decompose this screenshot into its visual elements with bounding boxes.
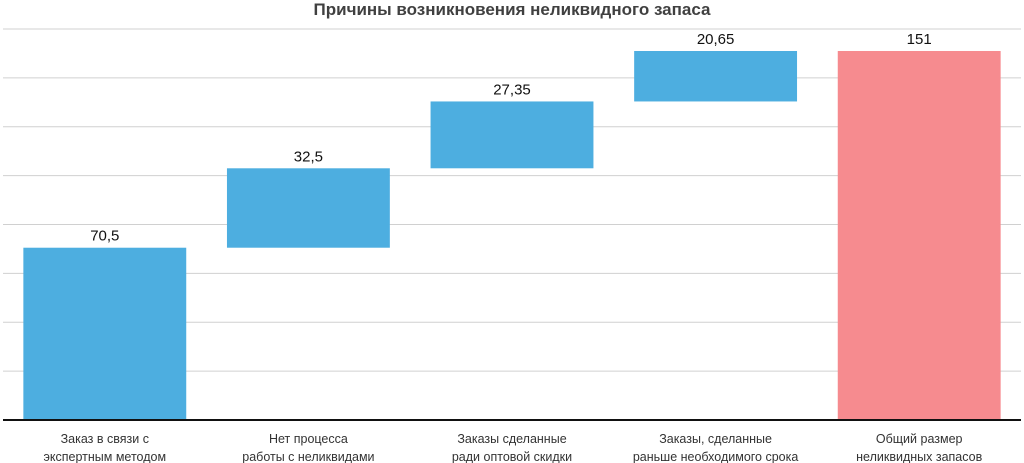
bar-increase [23,247,187,420]
category-label: Заказы, сделанные [659,432,772,446]
bar-total [837,50,1001,421]
bars [23,50,1001,421]
data-label: 151 [907,31,932,48]
category-label: работы с неликвидами [242,450,374,463]
category-label: Заказ в связи с [61,432,149,446]
data-label: 20,65 [697,31,735,48]
data-label: 32,5 [294,148,323,165]
data-label: 27,35 [493,81,531,98]
category-label: экспертным методом [44,450,167,463]
category-label: ради оптовой скидки [452,450,572,463]
data-labels: 70,5 32,5 27,35 20,65 151 [90,31,932,245]
category-label: Общий размер [876,432,963,446]
category-label: Нет процесса [269,432,348,446]
category-label: неликвидных запасов [856,450,982,463]
bar-increase [634,50,798,102]
bar-increase [226,168,390,248]
chart-title: Причины возникновения неликвидного запас… [314,0,711,19]
bar-increase [430,101,594,169]
category-label: раньше необходимого срока [633,450,799,463]
data-label: 70,5 [90,228,119,245]
category-label: Заказы сделанные [457,432,566,446]
category-labels: Заказ в связи с экспертным методом Нет про… [44,432,983,463]
